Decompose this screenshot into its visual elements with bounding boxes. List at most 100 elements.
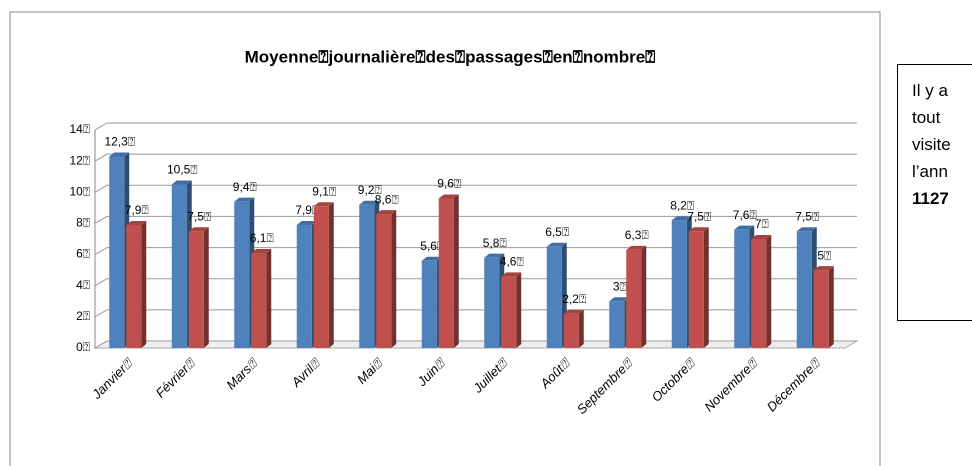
data-label: 9,6⍰ [437,177,461,191]
bar-side [766,235,772,348]
bar [751,239,767,348]
bar-top [421,256,442,261]
bar [359,204,375,348]
bar-side [641,245,647,348]
text-line: l’ann [912,162,948,181]
text-box: Il y a tout visite l’ann 1127 [897,64,972,321]
bar-side [703,227,709,348]
bar-side [391,210,397,348]
bar-top [376,210,397,215]
bar [484,257,500,348]
bar-top [313,202,334,207]
y-tick-label: 10⍰ [69,184,90,198]
data-label: 6,1⍰ [250,231,274,245]
bar [126,224,142,348]
data-label: 7,6⍰ [733,208,757,222]
y-tick-label: 2⍰ [76,309,90,323]
bar-top [626,245,647,250]
bar [438,198,454,348]
data-label: 6,5⍰ [545,225,569,239]
bar-top [484,253,505,258]
y-tick-label: 12⍰ [69,153,90,167]
bar [109,156,125,348]
grid-line [94,247,857,256]
data-label: 12,3⍰ [104,135,135,149]
bar-side [266,249,272,348]
bar [313,206,329,348]
text-line: Il y a [912,81,948,100]
bar-top [734,225,755,230]
bar [609,301,625,348]
data-label: 10,5⍰ [167,163,198,177]
bar-top [188,227,209,232]
bar [188,231,204,348]
bar-side [453,194,459,348]
bar [234,201,250,348]
bar-side [203,227,209,348]
grid-line [94,278,857,287]
bar-top [126,220,147,225]
bar [563,313,579,348]
bar [296,224,312,348]
bar [251,253,267,348]
bar-top [296,220,317,225]
data-label: 9,2⍰ [358,183,382,197]
data-label: 9,4⍰ [233,180,257,194]
data-label: 7,9⍰ [295,203,319,217]
bar-side [578,309,584,348]
data-label: 2,2⍰ [562,292,586,306]
bar [734,229,750,348]
data-label: 9,1⍰ [312,184,336,198]
bar [688,231,704,348]
data-label: 6,3⍰ [625,228,649,242]
bar [376,214,392,348]
grid-line [94,215,857,224]
bar [671,220,687,348]
bar-top [688,227,709,232]
data-label: 8,2⍰ [670,198,694,212]
bar-top [546,242,567,247]
bar-side [141,220,147,348]
bar [813,270,829,348]
y-tick-label: 0⍰ [76,340,90,354]
y-tick-label: 6⍰ [76,247,90,261]
text-line: visite [912,135,951,154]
bar-top [563,309,584,314]
grid-line [94,184,857,193]
chart-title: Moyenne⍰journalière⍰des⍰passages⍰en⍰nomb… [245,47,656,66]
grid-line [94,153,857,162]
bar-top [751,235,772,239]
bar-side [328,202,334,348]
bar [171,184,187,348]
y-tick-label: 8⍰ [76,216,90,230]
bar-top [671,216,692,221]
bar-side [828,266,834,348]
grid-line [94,309,857,318]
bar-top [359,200,380,205]
y-tick-label: 4⍰ [76,278,90,292]
text-line: 1127 [912,189,949,208]
data-label: 5⍰ [817,248,831,262]
bar-top [796,227,817,232]
data-label: 7,5⍰ [687,209,711,223]
grid-line [94,122,857,131]
data-label: 7,5⍰ [187,209,211,223]
data-label: 7,9⍰ [125,203,149,217]
bar [501,276,517,348]
bar [796,231,812,348]
bar-top [109,152,130,157]
bar [546,246,562,348]
data-label: 3⍰ [613,279,627,293]
bar-top [609,297,630,302]
y-tick-label: 14⍰ [69,122,90,136]
bar [626,249,642,348]
data-label: 8,6⍰ [375,192,399,206]
bar-top [438,194,459,199]
data-label: 7⍰ [755,217,769,231]
bar-top [501,272,522,277]
data-label: 5,8⍰ [483,236,507,250]
bar [421,260,437,348]
text-line: tout [912,108,941,127]
